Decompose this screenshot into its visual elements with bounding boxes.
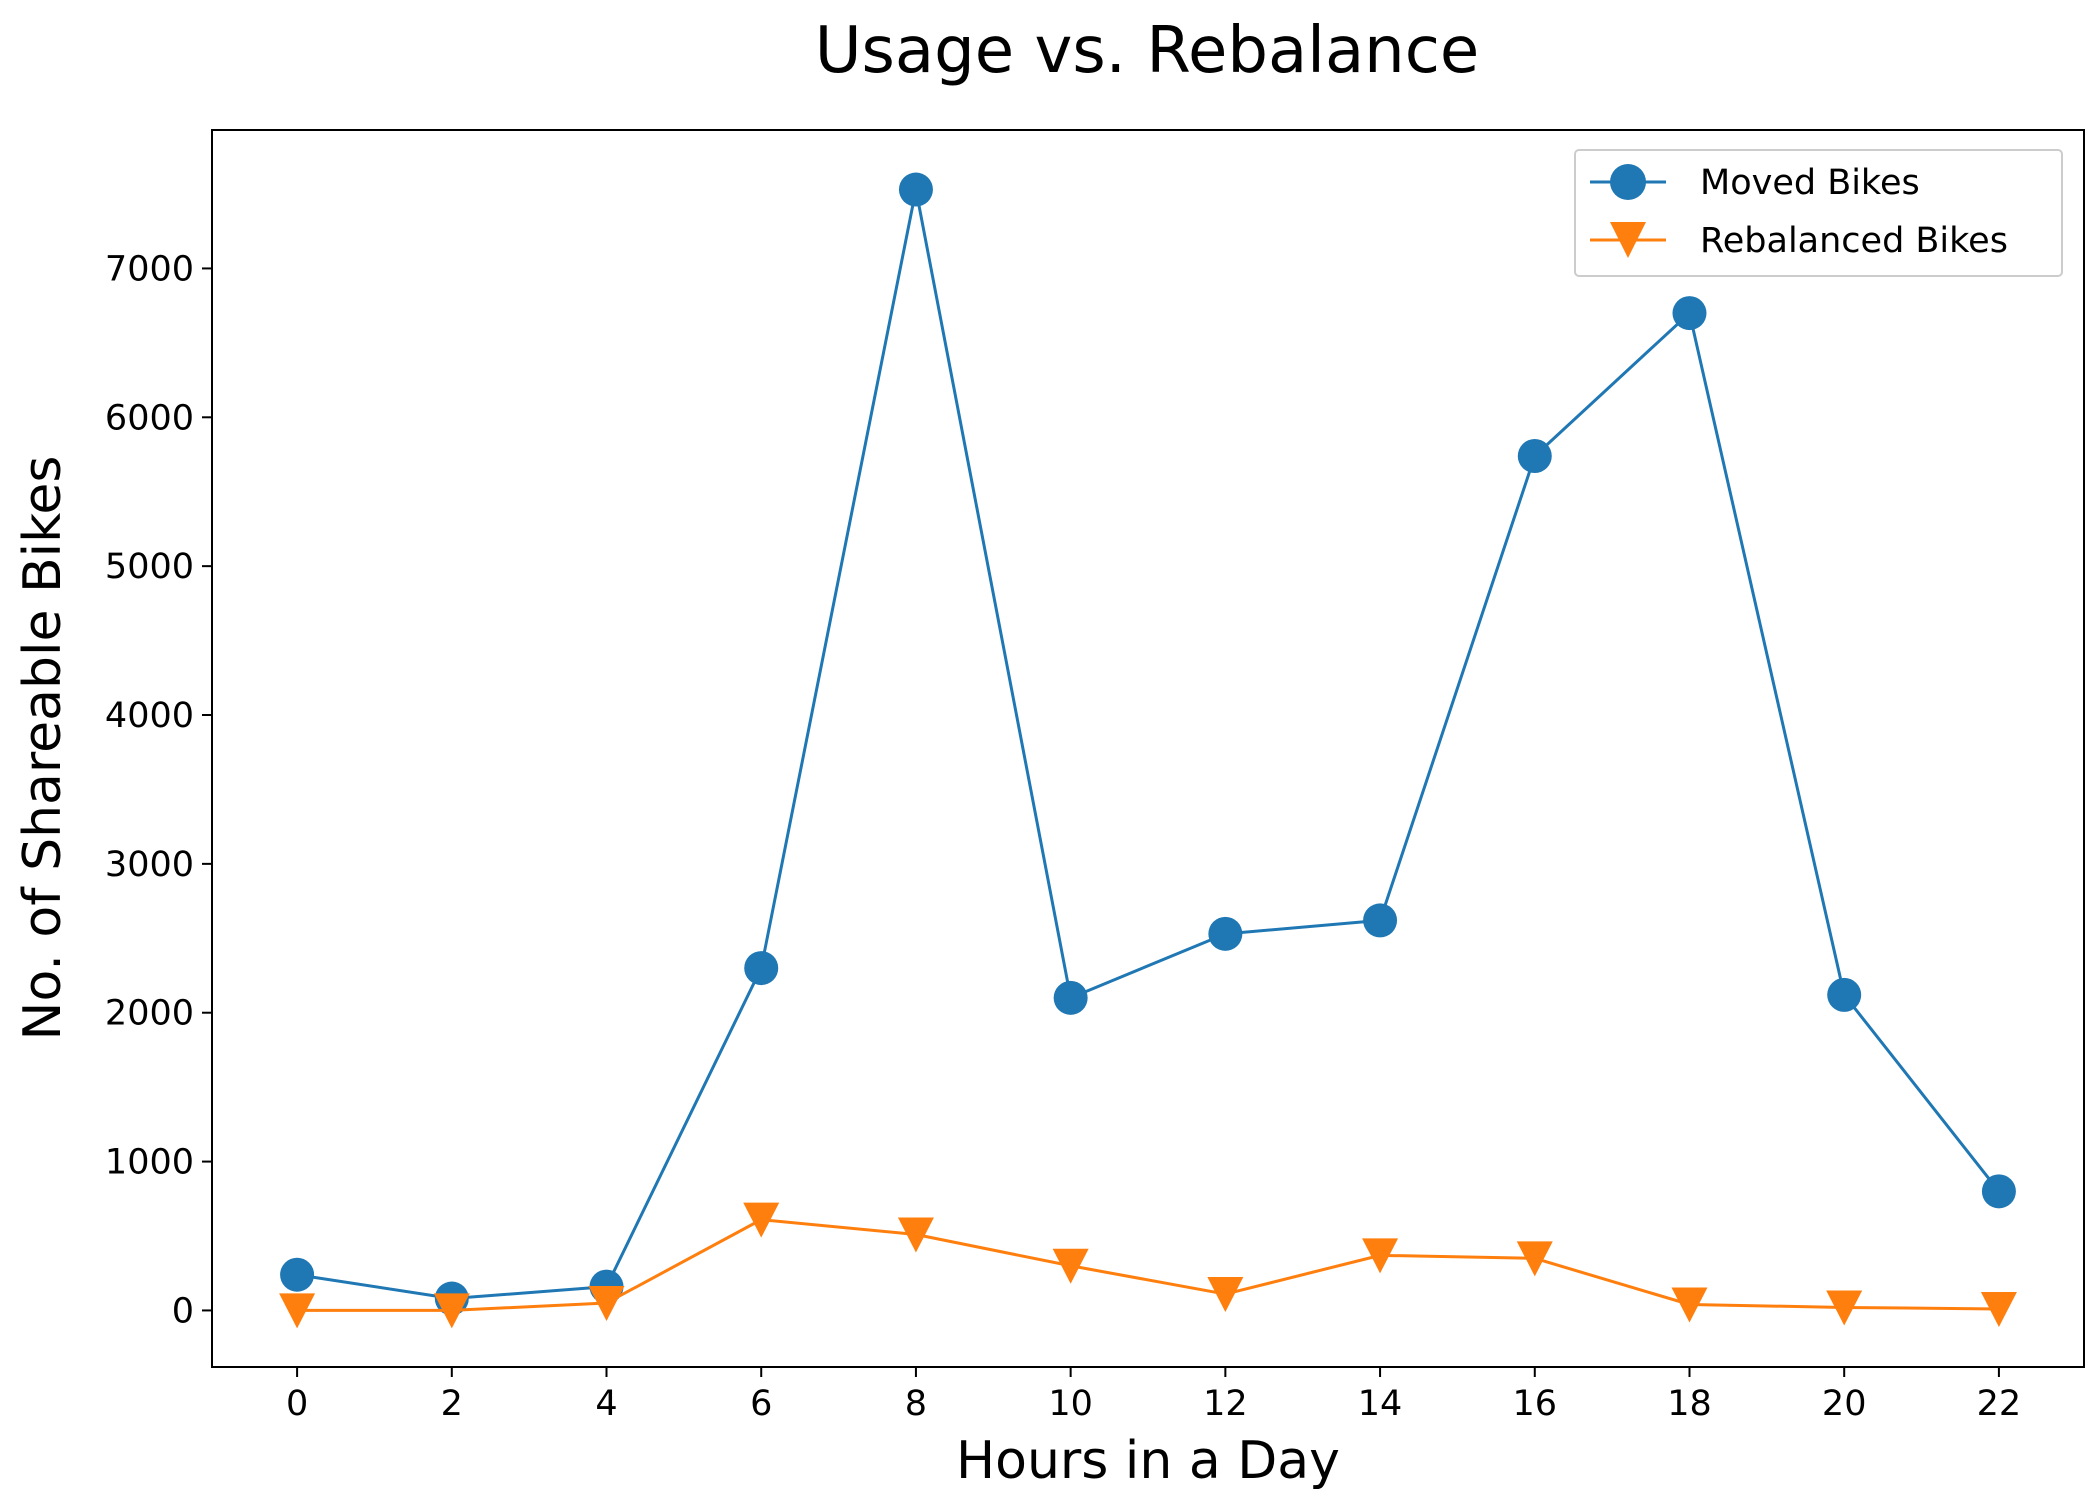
series-line-moved-bikes bbox=[296, 188, 2001, 1301]
series-layer bbox=[279, 172, 2017, 1329]
data-point-moved-bikes bbox=[1672, 296, 1707, 331]
data-point-moved-bikes bbox=[1517, 438, 1552, 473]
x-tick-label: 22 bbox=[1977, 1384, 2022, 1424]
plot-frame bbox=[211, 129, 2085, 1368]
y-tick-label: 0 bbox=[172, 1291, 194, 1331]
x-tick-label: 4 bbox=[595, 1384, 617, 1424]
legend-label-moved-bikes: Moved Bikes bbox=[1700, 163, 1920, 203]
y-tick-label: 4000 bbox=[105, 696, 194, 736]
x-tick-label: 10 bbox=[1048, 1384, 1093, 1424]
data-point-moved-bikes bbox=[1053, 980, 1088, 1015]
x-axis-label: Hours in a Day bbox=[956, 1431, 1340, 1491]
data-point-moved-bikes bbox=[898, 172, 933, 207]
series-line-rebalanced-bikes bbox=[297, 1218, 1999, 1312]
x-axis-ticks: 0 2 4 6 8 10 12 14 16 18 20 22 bbox=[286, 1367, 2021, 1424]
data-point-rebalanced-bikes bbox=[743, 1202, 780, 1238]
chart-title: Usage vs. Rebalance bbox=[815, 14, 1480, 88]
legend-box bbox=[1574, 149, 2063, 277]
y-axis-ticks: 0 1000 2000 3000 4000 5000 6000 7000 bbox=[105, 249, 212, 1331]
x-tick-label: 20 bbox=[1822, 1384, 1867, 1424]
legend-marker-rebalanced-bikes bbox=[1610, 222, 1646, 258]
data-point-rebalanced-bikes bbox=[1362, 1238, 1399, 1274]
data-point-rebalanced-bikes bbox=[1826, 1290, 1863, 1326]
legend-marker-moved-bikes bbox=[1610, 164, 1646, 200]
x-tick-label: 0 bbox=[286, 1384, 308, 1424]
data-point-moved-bikes bbox=[1363, 903, 1398, 938]
data-point-rebalanced-bikes bbox=[588, 1285, 625, 1321]
data-point-rebalanced-bikes bbox=[897, 1217, 934, 1253]
data-point-rebalanced-bikes bbox=[1980, 1291, 2017, 1327]
y-tick-label: 7000 bbox=[105, 249, 194, 289]
data-point-moved-bikes bbox=[1827, 977, 1862, 1012]
data-point-rebalanced-bikes bbox=[1207, 1277, 1244, 1313]
data-point-rebalanced-bikes bbox=[279, 1293, 316, 1329]
x-tick-label: 18 bbox=[1667, 1384, 1712, 1424]
y-tick-label: 2000 bbox=[105, 994, 194, 1034]
y-tick-label: 1000 bbox=[105, 1143, 194, 1183]
x-tick-label: 2 bbox=[441, 1384, 463, 1424]
plot-area bbox=[212, 130, 2084, 1367]
data-point-rebalanced-bikes bbox=[1671, 1287, 1708, 1323]
data-point-moved-bikes bbox=[1208, 916, 1243, 951]
x-tick-label: 14 bbox=[1358, 1384, 1403, 1424]
y-tick-label: 3000 bbox=[105, 845, 194, 885]
legend: Moved Bikes Rebalanced Bikes bbox=[1574, 149, 2063, 277]
legend-label-rebalanced-bikes: Rebalanced Bikes bbox=[1700, 221, 2008, 261]
data-point-moved-bikes bbox=[744, 951, 779, 986]
x-tick-label: 8 bbox=[905, 1384, 927, 1424]
y-tick-label: 5000 bbox=[105, 547, 194, 587]
y-axis-label: No. of Shareable Bikes bbox=[13, 456, 73, 1041]
x-tick-label: 12 bbox=[1203, 1384, 1248, 1424]
data-point-moved-bikes bbox=[1981, 1174, 2016, 1209]
x-tick-label: 6 bbox=[750, 1384, 772, 1424]
data-point-rebalanced-bikes bbox=[1052, 1248, 1089, 1284]
data-point-moved-bikes bbox=[280, 1257, 315, 1292]
data-point-rebalanced-bikes bbox=[433, 1293, 470, 1329]
y-tick-label: 6000 bbox=[105, 398, 194, 438]
data-point-rebalanced-bikes bbox=[1516, 1241, 1553, 1277]
x-tick-label: 16 bbox=[1513, 1384, 1558, 1424]
